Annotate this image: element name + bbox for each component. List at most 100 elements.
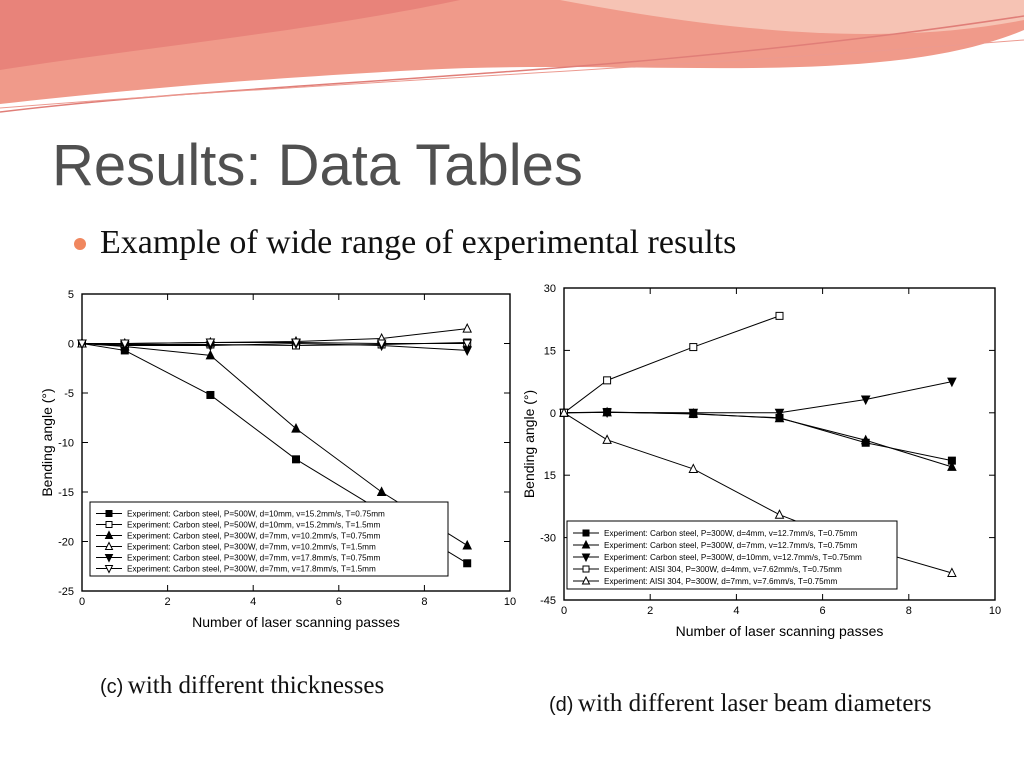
data-point xyxy=(462,539,473,550)
data-point xyxy=(559,407,569,417)
y-tick-label: -45 xyxy=(540,595,556,607)
series-line xyxy=(81,343,468,546)
data-point xyxy=(206,390,215,399)
y-tick-label: 15 xyxy=(544,345,556,357)
x-tick-label: 0 xyxy=(79,596,85,608)
caption-right-text: with different laser beam diameters xyxy=(577,690,932,717)
x-tick-label: 2 xyxy=(647,605,653,617)
y-tick-label: -10 xyxy=(58,438,74,450)
caption-left-prefix: (c) xyxy=(100,676,124,698)
legend-item: Experiment: Carbon steel, P=300W, d=7mm,… xyxy=(96,541,376,552)
y-tick-label: -25 xyxy=(58,586,74,598)
slide-title: Results: Data Tables xyxy=(52,133,583,198)
legend-marker xyxy=(581,553,591,563)
y-tick-label: -5 xyxy=(64,388,74,400)
data-point xyxy=(947,377,957,388)
series-line xyxy=(82,342,468,344)
data-point xyxy=(688,408,699,419)
legend-marker xyxy=(582,565,590,573)
data-point xyxy=(291,338,301,349)
x-tick-label: 6 xyxy=(336,596,342,608)
data-point xyxy=(603,376,612,385)
data-point xyxy=(205,338,216,349)
x-axis-label: Number of laser scanning passes xyxy=(192,614,400,630)
y-tick-label: -20 xyxy=(58,537,74,549)
data-point xyxy=(689,343,698,352)
data-point xyxy=(774,509,785,519)
bullet-text: Example of wide range of experimental re… xyxy=(100,224,737,261)
y-tick-label: -30 xyxy=(540,533,556,545)
chart-d-beam-diameter: 0 2 4 6 8 10 30 15 0 15 -30 -45 Number of laser scan… xyxy=(521,283,1001,639)
y-tick-label: -15 xyxy=(58,487,74,499)
legend-marker xyxy=(581,539,591,549)
y-tick-label: 0 xyxy=(550,408,556,420)
data-point xyxy=(376,339,387,350)
data-point xyxy=(463,559,472,568)
data-point xyxy=(462,339,473,350)
x-tick-label: 4 xyxy=(733,605,739,617)
caption-right: (d) with different laser beam diameters xyxy=(549,690,931,718)
x-tick-label: 8 xyxy=(421,596,427,608)
x-tick-label: 6 xyxy=(820,605,826,617)
series-6 xyxy=(77,338,473,350)
series-line xyxy=(81,342,468,351)
data-point xyxy=(291,423,301,433)
legend-label: Experiment: Carbon steel, P=300W, d=7mm,… xyxy=(127,554,380,563)
legend-box xyxy=(89,501,449,577)
legend-marker xyxy=(582,529,590,537)
legend-marker xyxy=(104,565,114,574)
legend-item: Experiment: Carbon steel, P=500W, d=10mm… xyxy=(96,510,385,519)
legend-item: Experiment: AISI 304, P=300W, d=7mm, v=7… xyxy=(573,575,837,586)
bullet-item: Example of wide range of experimental re… xyxy=(74,224,736,262)
legend-marker xyxy=(104,554,114,563)
bullet-dot-icon xyxy=(74,238,86,250)
series-3 xyxy=(559,377,957,419)
series-4 xyxy=(560,311,784,417)
x-tick-label: 2 xyxy=(165,596,171,608)
data-point xyxy=(602,408,612,419)
legend-label: Experiment: Carbon steel, P=300W, d=7mm,… xyxy=(127,543,376,552)
legend-marker xyxy=(105,521,113,528)
legend-item: Experiment: Carbon steel, P=300W, d=10mm… xyxy=(573,553,862,563)
series-line xyxy=(563,315,780,414)
data-point xyxy=(77,339,87,350)
legend-label: Experiment: Carbon steel, P=300W, d=10mm… xyxy=(604,553,862,562)
legend-label: Experiment: Carbon steel, P=300W, d=4mm,… xyxy=(604,529,857,538)
data-point xyxy=(602,434,612,444)
x-tick-label: 8 xyxy=(906,605,912,617)
legend-item: Experiment: Carbon steel, P=300W, d=4mm,… xyxy=(573,529,857,538)
legend-item: Experiment: Carbon steel, P=300W, d=7mm,… xyxy=(96,554,380,563)
legend-marker xyxy=(104,530,114,539)
x-tick-label: 10 xyxy=(504,596,516,608)
legend: Experiment: Carbon steel, P=500W, d=10mm… xyxy=(89,501,449,577)
x-axis-label: Number of laser scanning passes xyxy=(676,623,884,639)
data-point xyxy=(947,567,957,577)
x-tick-label: 10 xyxy=(989,605,1001,617)
data-point xyxy=(774,408,785,419)
legend-item: Experiment: AISI 304, P=300W, d=4mm, v=7… xyxy=(573,565,842,574)
legend-label: Experiment: Carbon steel, P=300W, d=7mm,… xyxy=(604,541,857,550)
header-banner xyxy=(0,0,1024,113)
legend-marker xyxy=(104,541,114,550)
y-tick-label: 0 xyxy=(68,339,74,351)
banner-wave-light xyxy=(560,0,1024,34)
y-axis-label: Bending angle (°) xyxy=(521,390,537,498)
data-point xyxy=(947,461,957,471)
legend-item: Experiment: Carbon steel, P=300W, d=7mm,… xyxy=(96,530,380,541)
data-point xyxy=(688,463,699,473)
data-point xyxy=(292,455,300,464)
legend-item: Experiment: Carbon steel, P=300W, d=7mm,… xyxy=(96,565,376,574)
y-tick-label: 5 xyxy=(68,289,74,301)
legend-marker xyxy=(581,575,591,585)
data-point xyxy=(205,349,216,360)
data-point xyxy=(376,486,387,496)
banner-wave-dark xyxy=(0,0,460,70)
series-line xyxy=(563,411,953,468)
data-point xyxy=(462,323,473,333)
legend-label: Experiment: AISI 304, P=300W, d=7mm, v=7… xyxy=(604,577,837,586)
data-point xyxy=(119,339,130,350)
series-line xyxy=(82,328,468,344)
y-tick-label: 30 xyxy=(544,283,556,295)
chart-c-thickness: 0 2 4 6 8 10 5 0 -5 -10 -15 -20 -25 Number of laser s… xyxy=(39,289,516,630)
legend-label: Experiment: Carbon steel, P=300W, d=7mm,… xyxy=(127,532,380,541)
